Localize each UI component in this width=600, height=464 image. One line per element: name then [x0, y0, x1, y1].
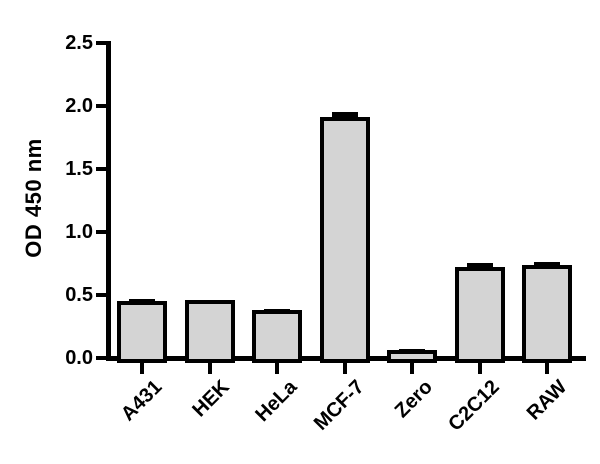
y-tick-2.5: [96, 41, 106, 45]
y-tick-label-0.0: 0.0: [65, 347, 93, 369]
x-label-HeLa: HeLa: [251, 376, 302, 427]
y-axis-line: [106, 41, 111, 361]
y-tick-0.5: [96, 293, 106, 297]
x-label-HEK: HEK: [188, 376, 235, 422]
y-tick-label-0.5: 0.5: [65, 284, 93, 306]
bar-HeLa: [252, 310, 302, 363]
y-tick-1.5: [96, 167, 106, 171]
y-axis-title: OD 450 nm: [21, 138, 46, 258]
y-tick-label-2.5: 2.5: [65, 32, 93, 54]
bar-HEK: [184, 300, 235, 363]
x-tick-A431: [140, 361, 144, 374]
bar-RAW: [522, 264, 572, 363]
x-tick-HeLa: [275, 361, 279, 374]
x-label-C2C12: C2C12: [444, 376, 505, 436]
x-tick-RAW: [545, 361, 549, 374]
x-label-Zero: Zero: [390, 376, 437, 423]
y-tick-label-1.5: 1.5: [65, 158, 93, 180]
y-tick-2.0: [96, 104, 106, 108]
bar-C2C12: [454, 267, 505, 363]
y-tick-0.0: [96, 356, 106, 360]
x-tick-Zero: [410, 361, 414, 374]
y-tick-1.0: [96, 230, 106, 234]
y-tick-label-2.0: 2.0: [65, 95, 93, 117]
y-tick-label-1.0: 1.0: [65, 221, 93, 243]
error-cap-MCF-7: [331, 112, 358, 118]
error-cap-A431: [129, 298, 155, 304]
x-tick-MCF-7: [342, 361, 347, 374]
x-label-RAW: RAW: [522, 376, 572, 425]
x-label-A431: A431: [117, 376, 167, 426]
x-label-MCF-7: MCF-7: [310, 376, 370, 435]
x-tick-HEK: [207, 361, 212, 374]
bar-A431: [117, 301, 167, 363]
bar-MCF-7: [319, 117, 370, 363]
error-cap-RAW: [534, 261, 560, 267]
error-cap-C2C12: [466, 262, 493, 268]
x-tick-C2C12: [477, 361, 482, 374]
